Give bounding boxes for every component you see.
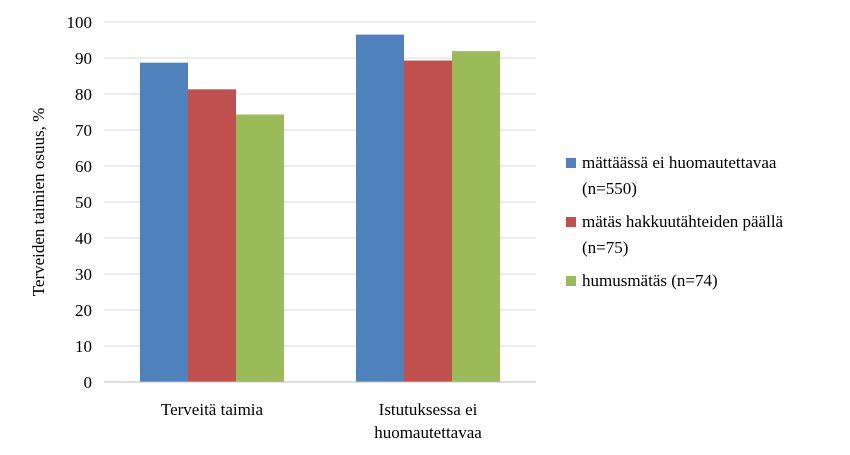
legend-label: mätäs hakkuutähteiden päällä bbox=[582, 212, 784, 231]
legend-swatch bbox=[566, 276, 576, 286]
legend-label: (n=75) bbox=[582, 238, 629, 257]
bars bbox=[140, 34, 500, 383]
bar bbox=[452, 51, 500, 382]
y-tick-label: 40 bbox=[75, 229, 92, 248]
legend-label: mättäässä ei huomautettavaa bbox=[582, 153, 777, 172]
y-tick-label: 20 bbox=[75, 301, 92, 320]
x-category-label: huomautettavaa bbox=[374, 423, 482, 442]
bar bbox=[404, 60, 452, 383]
x-category-label: Istutuksessa ei bbox=[379, 400, 478, 419]
legend-item: mättäässä ei huomautettavaa (n=550) bbox=[566, 150, 846, 202]
legend-label: (n=550) bbox=[582, 179, 637, 198]
x-category-labels: Terveitä taimia Istutuksessa ei huomautett… bbox=[161, 400, 482, 442]
y-tick-label: 30 bbox=[75, 265, 92, 284]
legend-label: humusmätäs (n=74) bbox=[582, 271, 718, 290]
y-tick-label: 100 bbox=[67, 13, 93, 32]
legend-item: mätäs hakkuutähteiden päällä (n=75) bbox=[566, 209, 846, 261]
y-tick-label: 90 bbox=[75, 49, 92, 68]
y-axis-label: Terveiden taimien osuus, % bbox=[29, 108, 48, 297]
y-tick-label: 60 bbox=[75, 157, 92, 176]
legend-swatch bbox=[566, 217, 576, 227]
bar bbox=[356, 34, 404, 382]
bar bbox=[140, 62, 188, 383]
bar bbox=[236, 114, 284, 383]
y-tick-label: 80 bbox=[75, 85, 92, 104]
legend: mättäässä ei huomautettavaa (n=550) mätäs … bbox=[566, 150, 846, 301]
bar bbox=[188, 89, 236, 382]
legend-swatch bbox=[566, 158, 576, 168]
legend-item: humusmätäs (n=74) bbox=[566, 268, 846, 294]
y-tick-label: 70 bbox=[75, 121, 92, 140]
x-category-label: Terveitä taimia bbox=[161, 400, 264, 419]
y-tick-label: 0 bbox=[84, 373, 93, 392]
y-tick-label: 10 bbox=[75, 337, 92, 356]
y-tick-labels: 0 10 20 30 40 50 60 70 80 90 100 bbox=[67, 13, 93, 392]
y-tick-label: 50 bbox=[75, 193, 92, 212]
